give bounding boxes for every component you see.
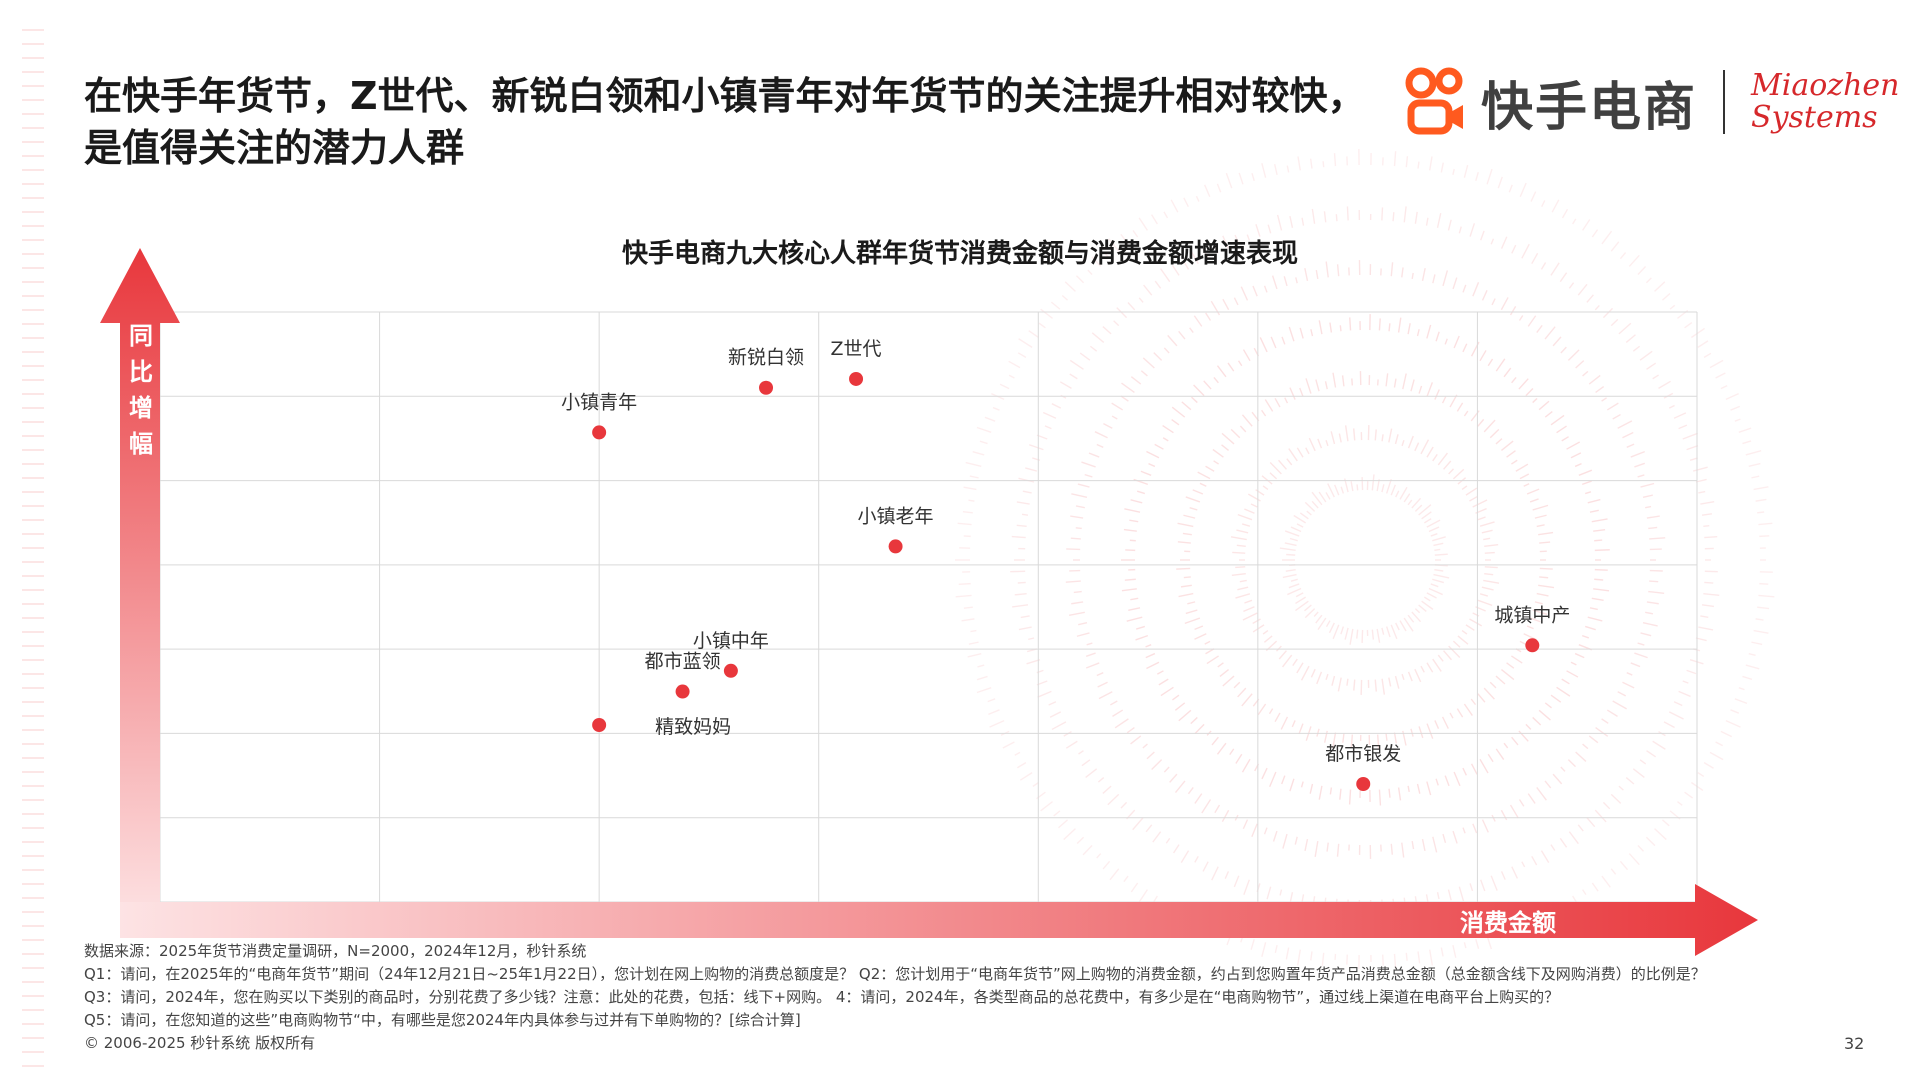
point-label: 精致妈妈 [655,716,731,738]
data-point [675,684,690,699]
deco-ring [1230,425,1500,695]
brand-divider [1723,70,1726,134]
data-point [592,425,607,440]
deco-ring [1010,206,1720,916]
point-label: 城镇中产 [1494,604,1570,626]
point-label: 都市银发 [1325,743,1401,765]
brand-name: 快手电商 [1481,77,1698,138]
point-label: 小镇青年 [561,391,637,413]
miaozhen-logo: Miaozhen Systems [1751,70,1899,134]
x-axis-label: 消费金额 [1460,909,1556,937]
footnotes: 数据来源：2025年货节消费定量调研，N=2000，2024年12月，秒针系统 … [84,940,1706,1055]
data-point [759,380,774,395]
deco-left-ticks [22,29,44,1067]
brand-logos: 快手电商 Miaozhen Systems [1405,62,1899,142]
chart-title: 快手电商九大核心人群年货节消费金额与消费金额增速表现 [621,239,1298,269]
deco-ring [1065,260,1666,859]
footnote-q5: Q5：请问，在您知道的这些”电商购物节“中，有哪些是您2024年内具体参与过并有… [84,1011,801,1029]
y-axis-arrow [100,248,180,925]
page-number: 32 [1844,1034,1865,1053]
kuaishou-logo-icon [1405,67,1463,135]
point-label: Z世代 [831,338,882,360]
footnote-q1: Q1：请问，在2025年的“电商年货节”期间（24年12月21日~25年1月22… [84,965,1706,983]
point-label: 新锐白领 [728,347,804,369]
data-point [888,539,903,554]
data-point [723,663,738,678]
footnote-q3: Q3：请问，2024年，您在购买以下类别的商品时，分别花费了多少钱？注意：此处的… [84,988,1560,1006]
deco-ring [1279,474,1450,645]
data-point [592,718,607,732]
page-title: 在快手年货节，Z世代、新锐白领和小镇青年对年货节的关注提升相对较快，是值得关注的… [84,74,1366,170]
data-point [1525,638,1540,653]
point-label: 小镇老年 [858,505,934,527]
partner-line1: Miaozhen [1751,68,1900,103]
footnote-source: 数据来源：2025年货节消费定量调研，N=2000，2024年12月，秒针系统 [84,942,587,960]
point-label: 都市蓝领 [645,651,721,673]
partner-line2: Systems [1751,100,1878,135]
y-axis-label: 同比增幅 [129,322,153,458]
data-point [1356,777,1371,791]
x-axis-arrow [120,884,1758,956]
deco-ring [1176,371,1555,749]
chart-grid [159,311,1698,903]
copyright: © 2006-2025 秒针系统 版权所有 [84,1034,316,1052]
point-label: 小镇中年 [693,630,769,652]
data-point [849,371,864,386]
